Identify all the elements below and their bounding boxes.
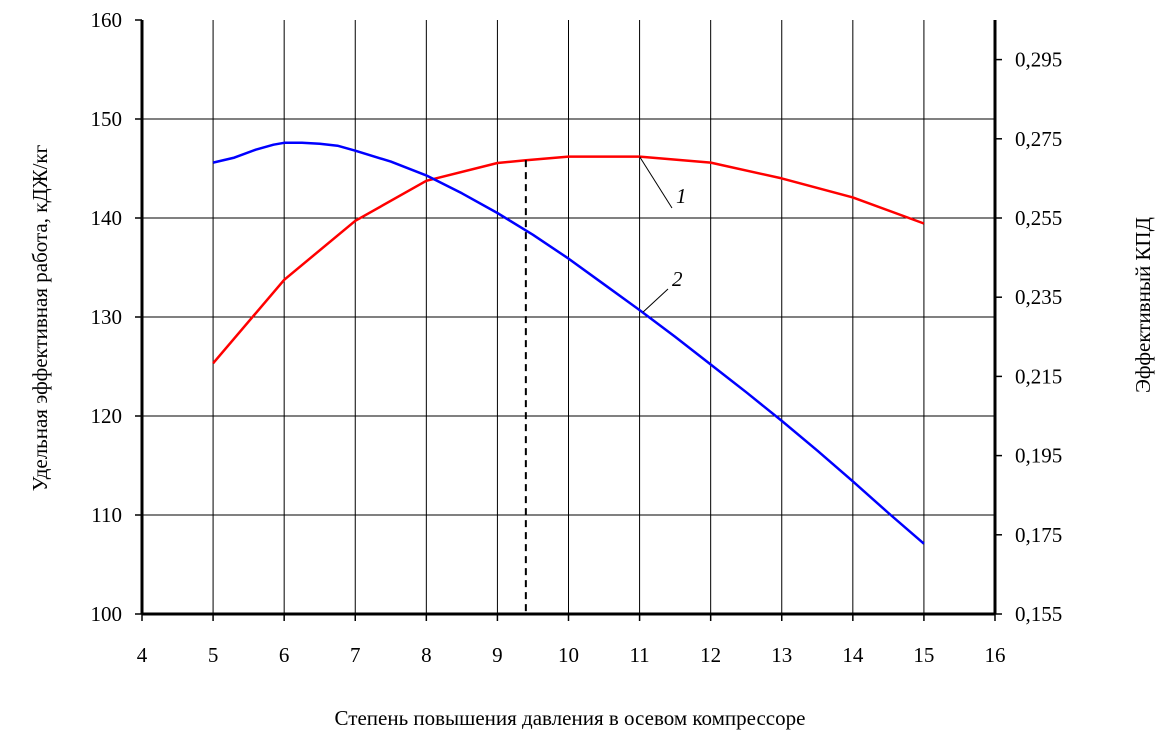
- series-group: [212, 141, 925, 614]
- y-left-tick-label: 140: [91, 206, 123, 230]
- curve-label-2: 2: [672, 267, 683, 291]
- x-tick-label: 6: [279, 643, 290, 667]
- tick-labels: 4 5 6 7 8 9 10 11 12 13 14 15 1610011012013014015016…: [91, 8, 1063, 667]
- grid: [142, 20, 995, 614]
- y-right-tick-label: 0,215: [1015, 364, 1062, 388]
- y-left-tick-label: 100: [91, 602, 123, 626]
- x-tick-label: 9: [492, 643, 503, 667]
- y-left-axis-title: Удельная эффективная работа, кДЖ/кг: [28, 144, 52, 491]
- y-right-tick-label: 0,235: [1015, 285, 1062, 309]
- y-left-tick-label: 120: [91, 404, 123, 428]
- x-axis-title: Степень повышения давления в осевом комп…: [335, 706, 806, 730]
- x-tick-label: 5: [208, 643, 219, 667]
- x-tick-label: 14: [842, 643, 864, 667]
- x-tick-label: 15: [913, 643, 934, 667]
- y-right-tick-label: 0,255: [1015, 206, 1062, 230]
- y-right-tick-label: 0,295: [1015, 48, 1062, 72]
- x-tick-label: 8: [421, 643, 432, 667]
- x-tick-label: 11: [629, 643, 649, 667]
- series-line-1: [212, 155, 925, 365]
- y-right-tick-label: 0,175: [1015, 523, 1062, 547]
- y-right-axis-title: Эффективный КПД: [1131, 217, 1155, 393]
- x-tick-label: 4: [137, 643, 148, 667]
- leader-line-1: [639, 156, 673, 209]
- y-right-tick-label: 0,155: [1015, 602, 1062, 626]
- x-tick-label: 13: [771, 643, 792, 667]
- y-left-tick-label: 110: [91, 503, 122, 527]
- x-tick-label: 12: [700, 643, 721, 667]
- leader-line-2: [642, 288, 669, 313]
- axes: [135, 19, 1002, 621]
- x-tick-label: 16: [985, 643, 1006, 667]
- x-tick-label: 10: [558, 643, 579, 667]
- y-right-tick-label: 0,195: [1015, 444, 1062, 468]
- y-left-tick-label: 160: [91, 8, 123, 32]
- y-left-tick-label: 150: [91, 107, 123, 131]
- curve-label-1: 1: [676, 184, 687, 208]
- y-left-tick-label: 130: [91, 305, 123, 329]
- y-right-tick-label: 0,275: [1015, 127, 1062, 151]
- x-tick-label: 7: [350, 643, 361, 667]
- series-line-2: [212, 141, 925, 545]
